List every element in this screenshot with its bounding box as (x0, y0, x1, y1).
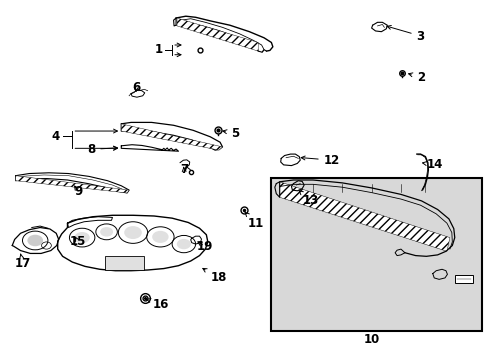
Circle shape (27, 235, 43, 246)
Circle shape (74, 232, 90, 243)
Text: 16: 16 (146, 298, 168, 311)
Text: 18: 18 (203, 269, 226, 284)
Text: 9: 9 (74, 185, 82, 198)
Circle shape (177, 239, 190, 249)
Circle shape (124, 226, 142, 239)
Text: 13: 13 (299, 191, 319, 207)
Circle shape (100, 227, 113, 237)
Bar (105, 256, 144, 270)
Text: 4: 4 (51, 130, 60, 143)
Polygon shape (121, 124, 222, 150)
Polygon shape (16, 176, 129, 193)
Text: 3: 3 (386, 26, 424, 42)
Text: 10: 10 (363, 333, 379, 346)
Text: 19: 19 (196, 240, 212, 253)
Polygon shape (279, 182, 449, 251)
Text: 15: 15 (69, 235, 85, 248)
Bar (454, 275, 472, 283)
Text: 12: 12 (301, 154, 339, 167)
Polygon shape (177, 18, 258, 51)
Text: 2: 2 (408, 71, 424, 84)
Text: 14: 14 (422, 158, 442, 171)
Text: 7: 7 (180, 163, 188, 176)
Text: 5: 5 (223, 127, 239, 140)
Text: 17: 17 (15, 254, 31, 270)
FancyBboxPatch shape (271, 178, 481, 331)
Text: 8: 8 (87, 143, 117, 156)
Text: 11: 11 (244, 212, 263, 230)
Circle shape (152, 231, 168, 243)
Text: 1: 1 (154, 43, 162, 56)
Text: 6: 6 (132, 81, 140, 94)
